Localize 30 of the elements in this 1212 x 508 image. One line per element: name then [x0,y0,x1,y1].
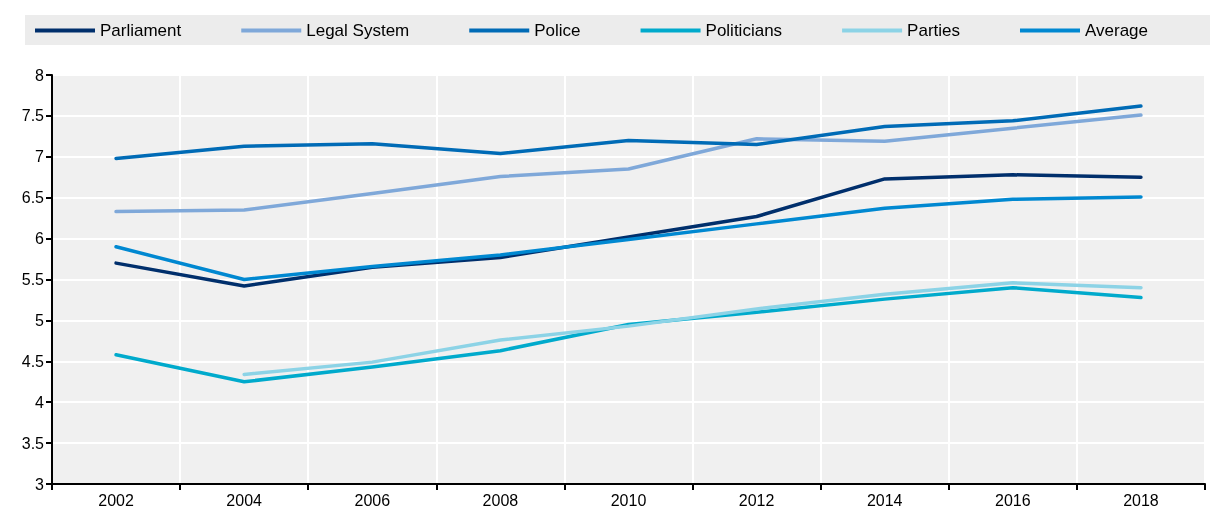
x-tick-label: 2008 [482,491,519,508]
x-tick-label: 2018 [1123,491,1159,508]
x-tick-label: 2010 [610,491,647,508]
x-tick-label: 2016 [995,491,1031,508]
y-tick-label: 6.5 [21,189,45,207]
y-tick-label: 3 [35,475,45,493]
y-tick-label: 4.5 [21,352,45,370]
legend-label: Parliament [100,21,182,40]
x-tick-label: 2014 [866,491,903,508]
x-tick-label: 2012 [738,491,775,508]
line-series [114,195,1143,282]
x-tick-label: 2004 [226,491,263,508]
y-tick-label: 8 [35,66,45,84]
legend-label: Average [1085,21,1149,40]
y-tick-label: 5 [35,311,45,329]
line-series [114,113,1143,214]
y-tick-label: 7.5 [21,107,45,125]
legend-label: Legal System [306,21,410,40]
y-tick-label: 3.5 [21,434,45,452]
line-series [242,281,1143,377]
y-tick-label: 5.5 [21,271,45,288]
legend-label: Politicians [705,21,783,40]
legend-label: Parties [907,21,961,40]
y-tick-label: 6 [35,230,45,248]
y-tick-label: 7 [35,148,45,166]
x-tick-label: 2002 [98,491,134,508]
y-tick-label: 4 [35,393,45,411]
x-tick-label: 2006 [354,491,391,508]
legend-label: Police [534,21,581,40]
line-series [114,104,1143,161]
